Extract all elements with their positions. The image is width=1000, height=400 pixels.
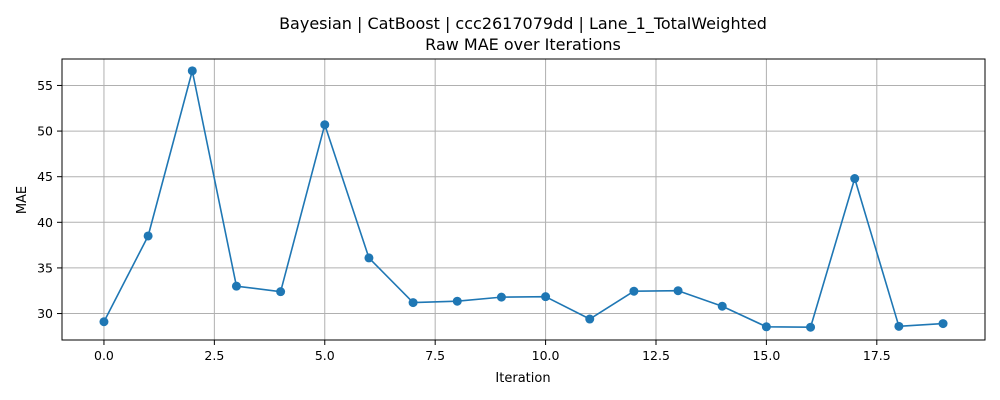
data-point [276, 287, 286, 297]
plot-frame [61, 58, 986, 341]
x-tick-label: 17.5 [863, 348, 891, 363]
data-point [717, 301, 727, 311]
x-tick-label: 15.0 [752, 348, 780, 363]
data-point [99, 317, 109, 327]
data-point [408, 298, 418, 308]
chart-title: Bayesian | CatBoost | ccc2617079dd | Lan… [279, 14, 767, 34]
x-tick-label: 5.0 [315, 348, 335, 363]
data-point [761, 322, 771, 332]
chart-subtitle: Raw MAE over Iterations [425, 35, 621, 54]
data-point [673, 286, 683, 296]
x-tick-label: 2.5 [204, 348, 224, 363]
data-point [938, 319, 948, 329]
x-tick-label: 10.0 [532, 348, 560, 363]
x-tick-label: 7.5 [425, 348, 445, 363]
y-tick-label: 50 [37, 124, 53, 139]
x-tick-label: 12.5 [642, 348, 670, 363]
data-point [320, 120, 330, 130]
data-point [541, 292, 551, 302]
y-tick-label: 30 [37, 306, 53, 321]
data-point [143, 231, 153, 241]
x-axis-label: Iteration [495, 371, 550, 386]
data-point [629, 286, 639, 296]
grid [62, 59, 985, 340]
data-point [187, 66, 197, 76]
series-layer [99, 66, 948, 332]
data-point [806, 322, 816, 332]
data-point [585, 314, 595, 324]
data-point [364, 253, 374, 263]
data-point [452, 296, 462, 306]
y-tick-label: 35 [37, 260, 53, 275]
series-line [103, 70, 944, 329]
y-axis-label: MAE [15, 186, 30, 214]
data-point [850, 174, 860, 184]
data-point [496, 292, 506, 302]
y-tick-label: 45 [37, 169, 53, 184]
y-tick-label: 55 [37, 78, 53, 93]
x-tick-label: 0.0 [94, 348, 114, 363]
data-point [894, 321, 904, 331]
axis-ticks: 0.0 2.5 5.0 7.5 10.0 12.5 15.0 17.5 30 35 40 45 50 55 [37, 78, 891, 363]
y-tick-label: 40 [37, 215, 53, 230]
data-point [231, 281, 241, 291]
